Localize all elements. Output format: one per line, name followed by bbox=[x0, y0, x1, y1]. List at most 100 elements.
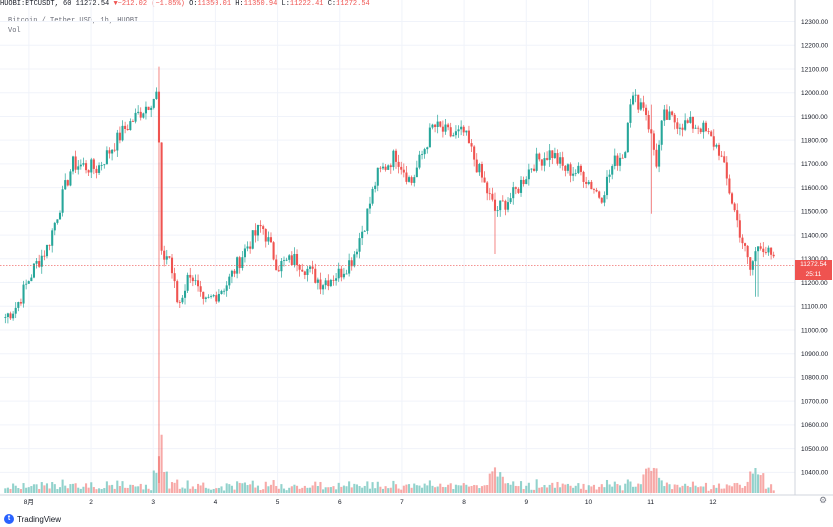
candle-body bbox=[157, 91, 161, 143]
volume-bar bbox=[322, 489, 325, 493]
candle-body bbox=[676, 122, 679, 129]
series-legend[interactable]: Bitcoin / Tether USD, 1h, HUOBI Vol bbox=[8, 16, 138, 36]
candle-body bbox=[613, 155, 616, 167]
candle-body bbox=[647, 114, 650, 130]
volume-bar bbox=[394, 484, 398, 493]
volume-bar bbox=[197, 483, 200, 493]
volume-bar bbox=[272, 480, 275, 493]
price-tick-label: 10500.00 bbox=[801, 446, 828, 453]
volume-bar bbox=[204, 487, 207, 493]
candle-body bbox=[626, 122, 629, 153]
candle-body bbox=[293, 254, 296, 265]
candle-body bbox=[345, 273, 348, 275]
volume-bar bbox=[48, 488, 51, 493]
candle-body bbox=[269, 237, 273, 243]
volume-bar bbox=[85, 483, 88, 493]
candle-body bbox=[460, 126, 463, 130]
volume-bar bbox=[668, 484, 671, 493]
volume-bar bbox=[9, 488, 12, 493]
volume-bar bbox=[741, 487, 744, 493]
volume-bar bbox=[215, 488, 218, 493]
candle-body bbox=[100, 165, 103, 166]
volume-bar bbox=[144, 484, 147, 493]
price-tick-label: 10900.00 bbox=[801, 351, 828, 358]
volume-bar bbox=[590, 486, 593, 493]
volume-bar bbox=[311, 485, 314, 493]
candle-body bbox=[522, 179, 525, 185]
candle-body bbox=[741, 237, 744, 244]
candle-body bbox=[165, 256, 168, 260]
volume-bar bbox=[665, 482, 668, 493]
candle-body bbox=[637, 94, 640, 110]
volume-bar bbox=[483, 485, 486, 493]
volume-bar bbox=[301, 487, 304, 493]
candle-body bbox=[681, 127, 684, 130]
volume-bar bbox=[90, 482, 93, 493]
candle-body bbox=[147, 106, 150, 110]
candle-body bbox=[103, 164, 106, 166]
candle-body bbox=[757, 246, 760, 252]
series-title[interactable]: Bitcoin / Tether USD, 1h, HUOBI bbox=[8, 17, 139, 25]
volume-bar bbox=[405, 484, 408, 493]
volume-bar bbox=[121, 481, 124, 493]
volume-bar bbox=[290, 486, 293, 493]
candle-body bbox=[186, 274, 189, 291]
volume-bar bbox=[243, 482, 246, 493]
volume-bar bbox=[293, 484, 296, 493]
candle-body bbox=[720, 155, 723, 157]
volume-bar bbox=[621, 490, 624, 493]
candle-body bbox=[564, 165, 567, 171]
candle-body bbox=[394, 150, 398, 162]
volume-bar bbox=[191, 486, 194, 493]
volume-bar bbox=[616, 484, 619, 493]
volume-bar bbox=[314, 481, 317, 493]
candle-body bbox=[702, 122, 705, 133]
volume-bar bbox=[754, 468, 757, 493]
candle-body bbox=[751, 261, 754, 270]
volume-bar bbox=[163, 472, 166, 493]
volume-label[interactable]: Vol bbox=[8, 27, 21, 35]
candle-body bbox=[87, 170, 90, 173]
volume-bar bbox=[98, 488, 101, 493]
volume-bar bbox=[71, 483, 75, 493]
candle-body bbox=[421, 154, 424, 155]
volume-bar bbox=[694, 485, 697, 493]
candle-body bbox=[387, 165, 390, 170]
candle-body bbox=[358, 238, 361, 252]
volume-bar bbox=[407, 484, 411, 493]
volume-bar bbox=[770, 484, 773, 493]
volume-bar bbox=[19, 489, 22, 493]
volume-bar bbox=[691, 481, 694, 493]
candle-body bbox=[579, 165, 582, 172]
volume-bar bbox=[324, 487, 327, 493]
volume-bar bbox=[439, 483, 442, 493]
candle-body bbox=[241, 257, 244, 269]
candle-body bbox=[467, 130, 470, 144]
gear-icon[interactable]: ⚙ bbox=[818, 495, 828, 505]
candle-body bbox=[22, 284, 25, 304]
volume-bar bbox=[556, 481, 559, 493]
candle-body bbox=[543, 158, 546, 166]
volume-bar bbox=[124, 487, 127, 493]
candle-body bbox=[228, 276, 231, 286]
time-axis[interactable]: 8月 2 3 4 5 6 7 8 9 10 11 12 bbox=[24, 498, 717, 506]
price-axis[interactable]: 10400.00 10500.00 10600.00 10700.00 10800.00… bbox=[801, 19, 828, 477]
candle-body bbox=[767, 247, 770, 253]
candle-body bbox=[168, 256, 171, 258]
candle-body bbox=[288, 255, 291, 260]
tradingview-logo[interactable]: t TradingView bbox=[4, 512, 61, 526]
volume-bar bbox=[269, 484, 273, 493]
volume-bar bbox=[108, 485, 111, 493]
candle-body bbox=[499, 200, 502, 211]
candle-body bbox=[449, 127, 452, 137]
price-tick-label: 11400.00 bbox=[801, 232, 828, 239]
volume-bar bbox=[546, 487, 549, 493]
candle-body bbox=[660, 120, 663, 145]
price-tick-label: 12300.00 bbox=[801, 19, 828, 26]
volume-bar bbox=[223, 490, 226, 493]
volume-bar bbox=[25, 487, 28, 493]
volume-bar bbox=[449, 483, 452, 493]
volume-bar bbox=[236, 481, 239, 493]
candle-body bbox=[551, 150, 554, 158]
